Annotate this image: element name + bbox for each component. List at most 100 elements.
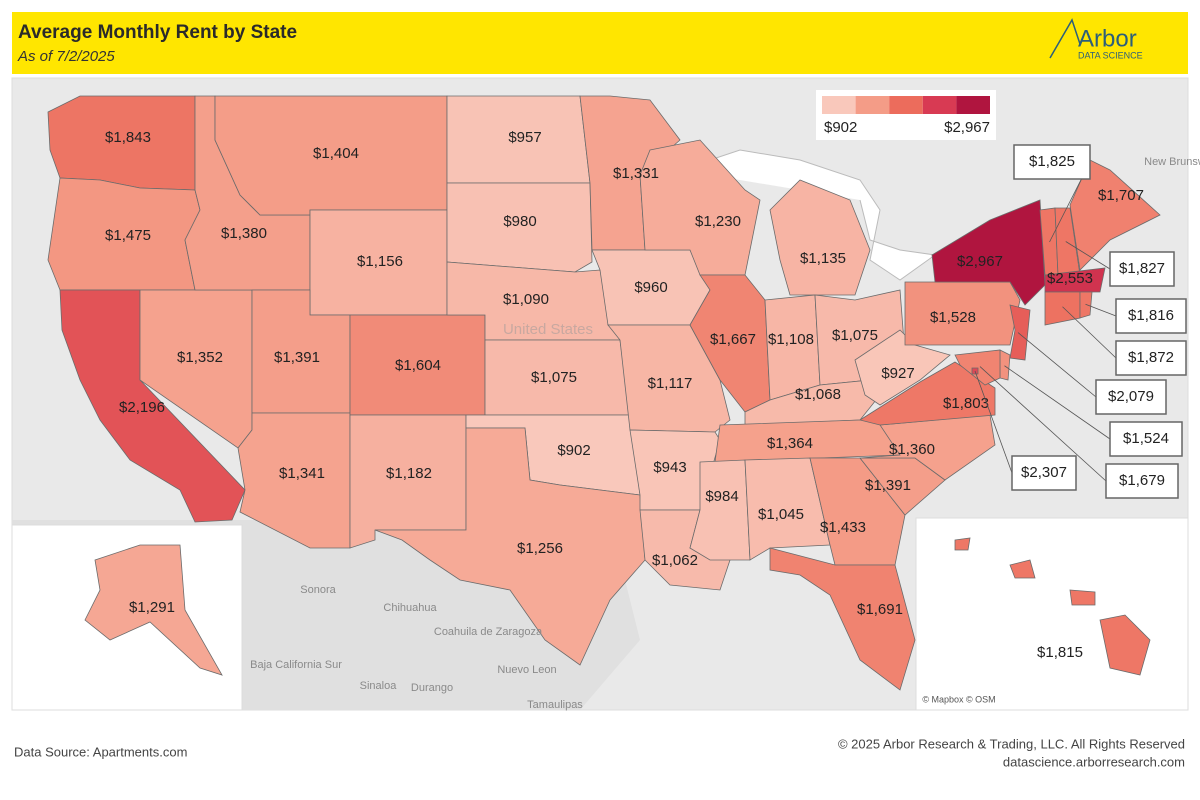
value-label: $1,667 [710,331,756,348]
attribution: © Mapbox © OSM [922,694,995,704]
value-label: $2,196 [119,399,165,416]
value-label: $1,816 [1128,307,1174,324]
callout-box [1095,379,1167,415]
value-label: $1,803 [943,395,989,412]
value-label: $1,108 [768,331,814,348]
value-label: $1,827 [1119,260,1165,277]
state [1079,291,1093,319]
value-label: $1,691 [857,601,903,618]
value-label: $1,135 [800,250,846,267]
legend-swatch [855,96,890,114]
title: Average Monthly Rent by State [18,22,297,43]
value-label: $2,307 [1021,464,1067,481]
value-label: $1,391 [865,477,911,494]
state [954,537,1151,676]
callout-box [1013,144,1091,180]
subtitle: As of 7/2/2025 [17,48,115,65]
legend-swatch [822,96,856,114]
basemap-label: Sinaloa [360,680,398,692]
state [854,329,951,406]
value-label: $1,843 [105,129,151,146]
logo-mark [1049,18,1081,59]
value-label: $1,117 [648,375,693,392]
legend-min: $902 [824,119,857,136]
basemap-label: Nuevo Leon [497,664,556,676]
state [1044,267,1106,293]
value-label: $960 [634,279,667,296]
value-label: $1,075 [832,327,878,344]
value-label: $1,433 [820,519,866,536]
value-label: $902 [557,442,590,459]
state [84,544,223,676]
value-label: $984 [705,488,738,505]
value-label: $1,604 [395,357,441,374]
value-label: $927 [881,365,914,382]
basemap-label: Durango [411,682,453,694]
state [931,199,1046,306]
value-label: $1,528 [930,309,976,326]
value-label: $1,707 [1098,187,1144,204]
basemap-label: Chihuahua [383,602,437,614]
state [858,361,996,426]
basemap-label: New Brunsw [1144,156,1200,168]
value-label: $1,068 [795,386,841,403]
value-label: $980 [503,213,536,230]
value-label: $1,825 [1029,153,1075,170]
callout-box [1115,340,1187,376]
callout-line [1062,306,1117,359]
overlay: United States $1,843 $1,475 $2,196 $1,352 $1,… [105,129,1187,661]
value-label: $1,475 [105,227,151,244]
value-label: $1,352 [177,349,223,366]
basemap-label: Sonora [300,584,336,596]
value-label: $1,524 [1123,430,1169,447]
callout-box [1109,251,1175,287]
callout-line [1017,332,1097,398]
logo-tagline: DATA SCIENCE [1078,50,1143,60]
value-label: $1,291 [129,599,175,616]
state [999,349,1011,381]
value-label: $1,341 [279,465,325,482]
callout-line [1065,241,1111,270]
state [744,457,831,561]
footer-copyright: © 2025 Arbor Research & Trading, LLC. Al… [838,736,1185,751]
logo: Arbor [1078,25,1137,52]
value-label: $943 [653,459,686,476]
value-label: $1,256 [517,540,563,557]
footer-source: Data Source: Apartments.com [14,744,187,759]
callout-line [1085,303,1117,317]
callout-line [1004,365,1111,440]
legend-swatch [956,96,990,114]
value-label: $1,391 [274,349,320,366]
state [769,547,916,691]
value-label: $1,360 [889,441,935,458]
footer-website: datascience.arborresearch.com [1003,754,1185,769]
value-label: $1,062 [652,552,698,569]
state [769,179,871,296]
callout-line [974,370,1013,474]
callout-box [1115,298,1187,334]
value-label: $2,967 [957,253,1003,270]
states [47,95,1161,691]
value-label: $1,331 [613,165,659,182]
legend-swatch [922,96,957,114]
value-label: $1,380 [221,225,267,242]
basemap-label: Tamaulipas [527,699,583,711]
basemap-label: Coahuila de Zaragoza [434,626,543,638]
callout-box [1105,463,1179,499]
state [954,349,1001,386]
state [374,427,646,666]
state [859,414,996,481]
basemap-label: Baja California Sur [250,659,342,671]
value-label: $1,182 [386,465,432,482]
callout-box [1011,455,1077,491]
value-label: $1,679 [1119,472,1165,489]
value-label: $1,815 [1037,644,1083,661]
state [1009,304,1031,361]
header-band [12,12,1188,74]
value-label: $1,230 [695,213,741,230]
legend-swatch [889,96,923,114]
value-label: $957 [508,129,541,146]
legend-max: $2,967 [944,119,990,136]
basemap-label: United States [503,321,593,338]
